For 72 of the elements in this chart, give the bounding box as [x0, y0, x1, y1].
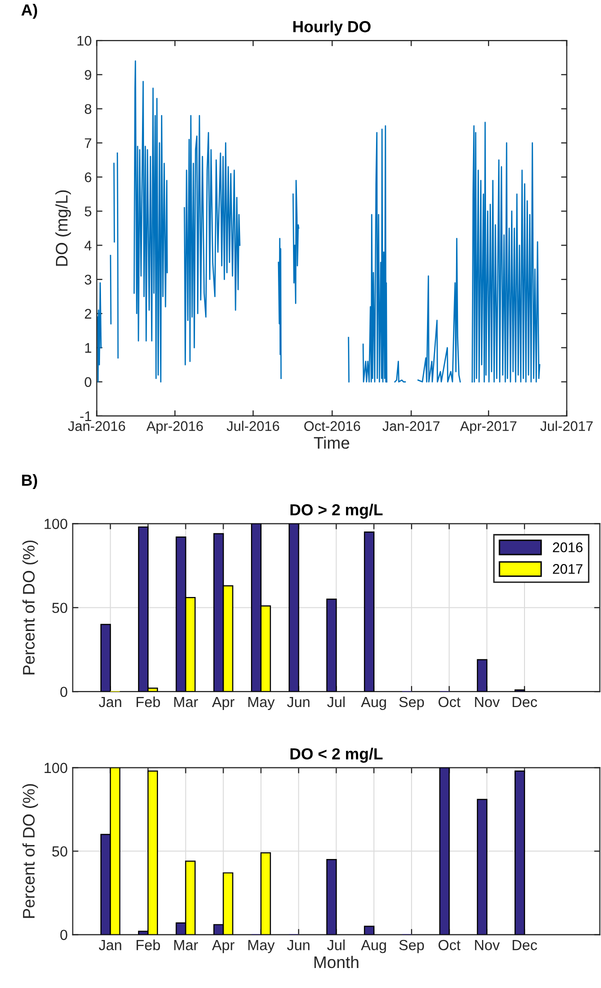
- text: A): [21, 4, 38, 19]
- x-tick-label: Aug: [360, 696, 386, 710]
- x-tick-label: Apr-2016: [146, 421, 203, 434]
- x-tick-label: May: [248, 940, 275, 954]
- y-tick-label: 50: [52, 602, 68, 614]
- y-axis-title: Percent of DO (%): [22, 540, 38, 674]
- chart-title: Hourly DO: [293, 20, 371, 36]
- x-tick-label: Feb: [136, 696, 160, 708]
- x-tick-label: Mar: [174, 696, 198, 708]
- legend-label: 2016: [552, 542, 583, 552]
- x-tick-label: Sep: [399, 696, 424, 710]
- bar: [476, 659, 488, 692]
- x-tick-label: Jun: [287, 696, 310, 708]
- x-tick-label: Sep: [399, 940, 424, 954]
- y-tick-label: -1: [80, 411, 92, 421]
- y-tick-label: 100: [44, 762, 68, 774]
- y-tick-label: 9: [84, 70, 92, 80]
- bar: [260, 852, 271, 935]
- x-tick-label: Dec: [512, 940, 538, 950]
- x-tick-label: Oct: [438, 940, 460, 950]
- bar: [326, 598, 337, 692]
- x-tick-label: Jun: [287, 940, 310, 950]
- y-tick-label: 50: [52, 846, 68, 857]
- bar: [514, 770, 526, 935]
- x-axis-title: Month: [314, 956, 358, 968]
- bar: [326, 858, 337, 935]
- x-tick-label: Oct-2016: [304, 421, 360, 432]
- x-tick-label: Jan: [98, 940, 122, 950]
- x-tick-label: Jan-2016: [68, 421, 126, 432]
- y-axis-title: DO (mg/L): [55, 190, 71, 266]
- x-tick-label: Nov: [475, 696, 500, 708]
- y-tick-label: 100: [44, 518, 68, 530]
- y-tick-label: 3: [84, 274, 92, 285]
- bar: [364, 531, 374, 692]
- y-tick-label: 7: [84, 138, 92, 148]
- x-tick-label: Jul-2017: [540, 420, 593, 432]
- bar: [100, 624, 111, 692]
- x-tick-label: Jan-2017: [382, 421, 440, 432]
- bar: [439, 768, 450, 935]
- y-tick-label: 10: [78, 36, 92, 46]
- bar: [476, 798, 488, 935]
- text: B): [22, 474, 38, 490]
- bar: [288, 524, 300, 692]
- y-tick-label: 8: [84, 104, 92, 114]
- y-tick-label: 1: [85, 343, 92, 353]
- y-tick-label: 6: [84, 172, 92, 182]
- y-tick-label: 5: [84, 206, 92, 216]
- y-tick-label: 2: [84, 308, 92, 319]
- y-tick-label: 0: [60, 686, 68, 698]
- x-tick-label: Jul: [327, 940, 345, 950]
- x-tick-label: Oct: [438, 696, 460, 708]
- y-tick-label: 0: [84, 377, 92, 387]
- x-axis-title: Time: [314, 436, 350, 449]
- y-axis-title: Percent of DO (%): [22, 784, 38, 918]
- x-tick-label: Dec: [512, 696, 538, 708]
- y-tick-label: 4: [84, 240, 92, 250]
- x-tick-label: Apr-2017: [460, 421, 516, 434]
- x-tick-label: Nov: [475, 940, 500, 950]
- x-tick-label: May: [248, 696, 275, 710]
- chart-title: DO < 2 mg/L: [290, 748, 383, 763]
- y-tick-label: 0: [60, 930, 68, 940]
- x-tick-label: Feb: [136, 940, 160, 950]
- chart-title: DO > 2 mg/L: [290, 504, 383, 519]
- x-tick-label: Jul: [327, 696, 345, 708]
- bar: [364, 926, 374, 935]
- x-tick-label: Jan: [98, 696, 122, 708]
- x-tick-label: Aug: [360, 940, 386, 954]
- legend-label: 2017: [552, 564, 582, 574]
- x-tick-label: Apr: [212, 940, 234, 954]
- x-tick-label: Jul-2016: [226, 420, 280, 432]
- x-tick-label: Apr: [212, 696, 234, 710]
- x-tick-label: Mar: [174, 940, 198, 950]
